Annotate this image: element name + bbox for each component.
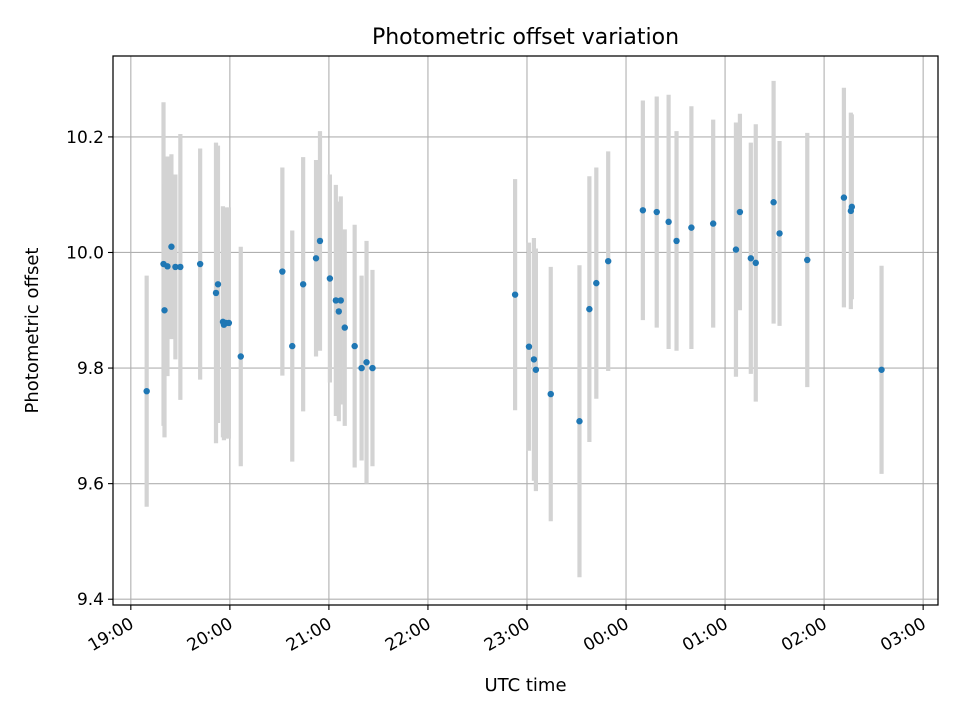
data-point: [752, 259, 759, 267]
data-point: [369, 364, 376, 372]
data-point: [143, 387, 150, 395]
data-point: [586, 305, 593, 313]
data-point: [709, 220, 717, 227]
data-point: [363, 359, 370, 366]
chart-title: Photometric offset variation: [372, 25, 679, 50]
data-point: [212, 289, 220, 297]
data-point: [289, 342, 296, 350]
data-point: [840, 194, 848, 201]
data-point: [878, 366, 885, 373]
data-point: [172, 263, 179, 271]
data-point: [341, 324, 348, 331]
data-point: [547, 390, 554, 398]
data-point: [530, 356, 538, 363]
data-point: [161, 307, 168, 314]
y-tick-label: 9.6: [77, 475, 104, 495]
data-point: [511, 291, 519, 298]
data-point: [351, 342, 358, 350]
data-point: [776, 230, 783, 237]
y-tick-label: 9.4: [77, 590, 104, 610]
data-point: [736, 208, 744, 216]
data-points: [143, 194, 885, 425]
data-point: [804, 256, 811, 264]
y-tick-label: 10.0: [66, 243, 104, 263]
data-point: [316, 237, 324, 245]
data-point: [525, 343, 533, 350]
data-point: [164, 263, 171, 270]
data-point: [337, 297, 344, 304]
data-point: [604, 257, 612, 265]
data-point: [665, 218, 672, 226]
data-point: [747, 255, 755, 262]
y-tick-label: 9.8: [77, 359, 104, 379]
data-point: [225, 319, 233, 327]
data-point: [848, 203, 856, 211]
data-point: [326, 275, 334, 282]
data-point: [196, 260, 204, 268]
y-axis: 9.4 9.6 9.8 10.0 10.2: [66, 128, 113, 610]
data-point: [312, 255, 320, 262]
data-point: [688, 224, 695, 231]
y-axis-label: Photometric offset: [22, 248, 43, 414]
data-point: [335, 308, 343, 315]
data-point: [593, 279, 600, 287]
data-point: [358, 364, 365, 372]
data-point: [732, 246, 740, 253]
data-point: [237, 353, 244, 360]
data-point: [532, 366, 540, 373]
data-point: [332, 297, 340, 304]
data-point: [770, 199, 777, 206]
data-point: [673, 237, 680, 245]
x-axis-label: UTC time: [484, 675, 566, 696]
data-point: [214, 281, 222, 288]
y-tick-label: 10.2: [66, 128, 104, 148]
data-point: [279, 268, 286, 275]
data-point: [576, 418, 583, 425]
data-point: [177, 263, 184, 271]
data-point: [168, 243, 175, 250]
data-point: [639, 207, 647, 214]
data-point: [299, 281, 307, 288]
data-point: [653, 208, 660, 216]
plot-frame: [112, 55, 939, 606]
